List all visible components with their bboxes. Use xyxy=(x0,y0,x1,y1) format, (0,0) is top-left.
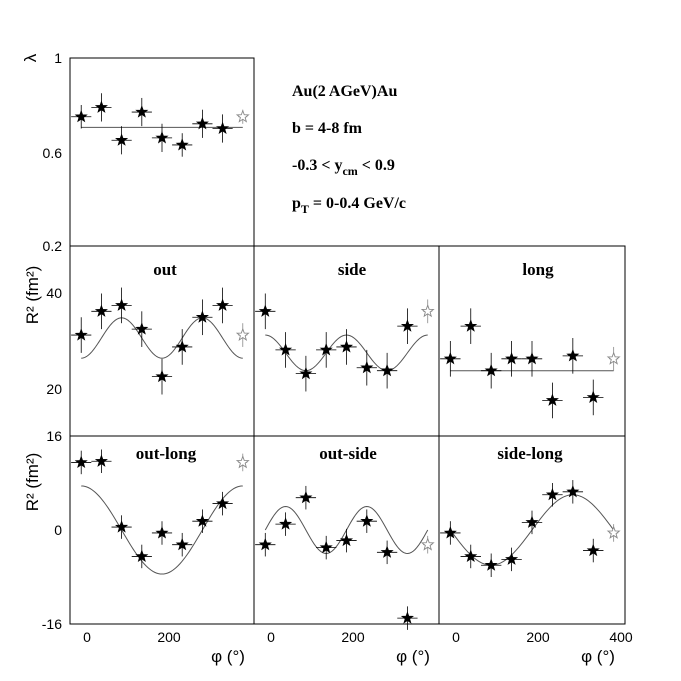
x-tick-left-200: 200 xyxy=(157,629,181,645)
chart-marks xyxy=(71,93,621,630)
data-point-out-8 xyxy=(235,327,250,341)
lambda-tick-02: 0.2 xyxy=(43,238,63,254)
lambda-axis-label: λ xyxy=(21,53,40,62)
data-point-out-side-8 xyxy=(420,537,435,551)
data-point-lambda-3 xyxy=(135,105,149,118)
data-point-side-long-8 xyxy=(606,525,621,539)
data-point-out-0 xyxy=(74,328,88,341)
data-point-lambda-6 xyxy=(195,116,209,130)
data-point-out-side-5 xyxy=(360,514,374,527)
data-point-out-long-3 xyxy=(135,549,149,562)
data-point-out-2 xyxy=(115,298,129,311)
x-tick-mid-0: 0 xyxy=(267,629,275,645)
data-point-out-side-4 xyxy=(339,533,354,547)
r2-axis-label-top: R² (fm²) xyxy=(23,266,42,325)
data-point-out-side-7 xyxy=(400,611,414,624)
data-point-out-4 xyxy=(155,369,169,383)
data-point-out-long-0 xyxy=(74,455,88,468)
data-point-out-side-6 xyxy=(380,545,394,558)
x-tick-left-0: 0 xyxy=(83,629,91,645)
r2-bottom-tick-16: 16 xyxy=(46,428,62,444)
x-axis-label-left: φ (°) xyxy=(211,647,245,666)
info-pt: pT = 0-0.4 GeV/c xyxy=(292,195,406,216)
r2-bottom-tick-0: 0 xyxy=(54,522,62,538)
data-point-long-5 xyxy=(545,393,559,406)
data-point-side-long-5 xyxy=(545,487,559,501)
data-point-side-1 xyxy=(279,343,293,356)
data-point-out-side-3 xyxy=(319,540,333,554)
x-tick-mid-200: 200 xyxy=(341,629,365,645)
data-point-out-5 xyxy=(175,340,189,353)
data-point-long-6 xyxy=(566,348,580,362)
data-point-out-1 xyxy=(94,304,108,317)
r2-top-tick-20: 20 xyxy=(46,381,62,397)
data-point-lambda-7 xyxy=(216,121,230,135)
data-point-side-4 xyxy=(339,340,354,353)
r2-bottom-tick-neg16: -16 xyxy=(42,616,62,632)
r2-axis-label-bottom: R² (fm²) xyxy=(23,453,42,512)
data-point-long-4 xyxy=(525,351,539,365)
data-point-side-7 xyxy=(400,319,414,332)
x-tick-right-200: 200 xyxy=(526,629,550,645)
info-system: Au(2 AGeV)Au xyxy=(292,83,397,100)
data-point-out-long-7 xyxy=(216,496,230,510)
data-point-out-side-2 xyxy=(299,490,313,504)
data-point-out-6 xyxy=(195,310,209,323)
info-impact: b = 4-8 fm xyxy=(292,120,363,137)
x-axis-label-right: φ (°) xyxy=(581,647,615,666)
data-point-out-long-2 xyxy=(115,520,129,533)
data-point-long-1 xyxy=(464,319,478,332)
data-point-lambda-0 xyxy=(74,109,88,123)
data-point-side-6 xyxy=(380,363,394,377)
data-point-side-2 xyxy=(299,366,313,380)
data-point-lambda-5 xyxy=(175,138,189,151)
panel-title-long: long xyxy=(522,260,554,279)
lambda-tick-1: 1 xyxy=(54,50,62,66)
data-point-out-long-4 xyxy=(155,526,169,539)
data-point-side-long-7 xyxy=(586,543,600,557)
fit-curve-out xyxy=(81,317,243,359)
data-point-side-long-2 xyxy=(484,558,498,571)
data-point-long-8 xyxy=(606,351,621,365)
data-point-out-long-6 xyxy=(195,514,209,527)
data-point-out-long-5 xyxy=(175,537,189,551)
data-point-out-long-1 xyxy=(94,454,108,467)
panel-title-out: out xyxy=(153,260,177,279)
panel-title-side-long: side-long xyxy=(497,444,563,463)
panel-title-side: side xyxy=(338,260,367,279)
data-point-side-0 xyxy=(258,304,272,317)
data-point-long-7 xyxy=(586,390,600,403)
data-point-side-8 xyxy=(420,304,435,318)
data-point-out-7 xyxy=(216,298,230,311)
x-tick-right-400: 400 xyxy=(609,629,633,645)
data-point-side-long-4 xyxy=(525,515,539,528)
data-point-lambda-1 xyxy=(94,100,108,113)
x-tick-right-0: 0 xyxy=(452,629,460,645)
panel-title-out-side: out-side xyxy=(319,444,377,463)
data-point-out-3 xyxy=(135,322,149,335)
data-point-side-5 xyxy=(360,360,374,374)
lambda-tick-06: 0.6 xyxy=(43,145,63,161)
data-point-long-3 xyxy=(505,351,519,365)
panel-title-out-long: out-long xyxy=(136,444,197,463)
data-point-long-0 xyxy=(443,351,457,365)
fit-curve-out-long xyxy=(81,485,243,575)
data-point-side-long-0 xyxy=(443,526,457,539)
r2-top-tick-40: 40 xyxy=(46,285,62,301)
data-point-side-long-3 xyxy=(505,552,519,565)
data-point-lambda-8 xyxy=(235,109,250,123)
x-axis-label-mid: φ (°) xyxy=(396,647,430,666)
data-point-out-long-8 xyxy=(235,455,250,469)
info-rapidity: -0.3 < ycm < 0.9 xyxy=(292,157,395,178)
data-point-out-side-1 xyxy=(279,517,293,530)
data-point-side-long-1 xyxy=(464,549,478,562)
panel-frame-side-long xyxy=(438,435,626,625)
data-point-lambda-2 xyxy=(115,133,129,146)
data-point-side-long-6 xyxy=(566,484,580,498)
data-point-long-2 xyxy=(484,363,498,377)
data-point-out-side-0 xyxy=(258,537,272,551)
data-point-lambda-4 xyxy=(155,131,169,144)
data-point-side-3 xyxy=(319,343,333,356)
